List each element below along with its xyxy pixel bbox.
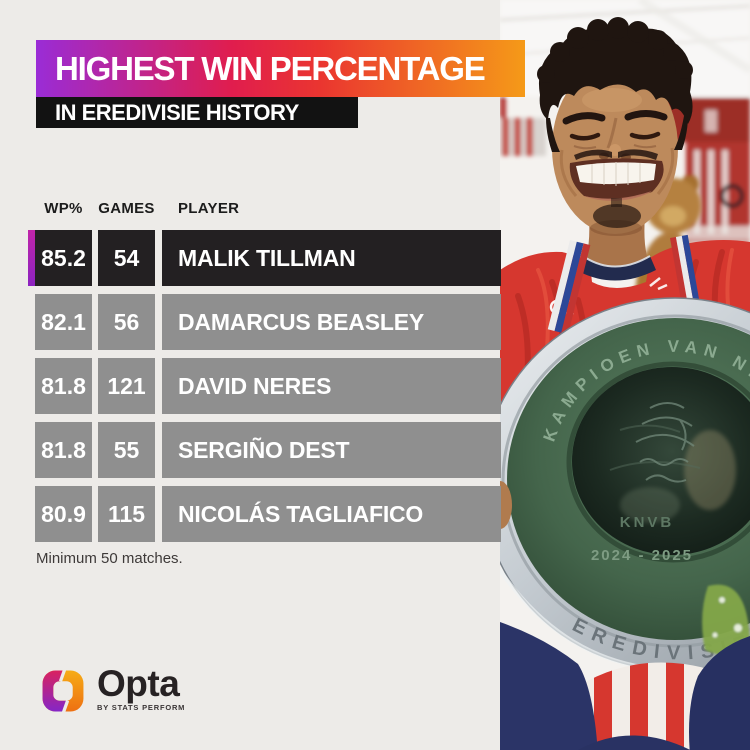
player-photo-illustration: KAMPIOEN VAN NED KNVB 2024 - 2025 EREDIV…	[481, 0, 750, 750]
eyebrow-right	[624, 110, 668, 121]
column-header-games: GAMES	[98, 200, 155, 217]
medal-ribbon-right	[670, 234, 701, 313]
games-cell: 121	[98, 358, 155, 414]
footnote: Minimum 50 matches.	[36, 550, 183, 567]
column-header-wp: WP%	[44, 200, 83, 217]
wp-cell: 81.8	[35, 358, 92, 414]
opta-logo-icon	[42, 668, 84, 714]
player-cell: DAVID NERES	[162, 358, 501, 414]
eye-left	[569, 132, 601, 141]
eredivisie-trophy: KAMPIOEN VAN NED KNVB 2024 - 2025 EREDIV…	[481, 297, 750, 672]
smile	[569, 158, 664, 201]
medal-ribbon-left	[547, 239, 591, 335]
knvb-lion-emblem	[635, 402, 695, 483]
games-cell: 56	[98, 294, 155, 350]
stats-table: WP% GAMES PLAYER 85.2 54 MALIK TILLMAN 8…	[28, 200, 501, 550]
player-head	[537, 17, 693, 269]
subtitle-banner: IN EREDIVISIE HISTORY	[36, 97, 358, 128]
grass	[702, 584, 750, 655]
table-row: 82.1 56 DAMARCUS BEASLEY	[35, 294, 501, 350]
wp-cell: 82.1	[35, 294, 92, 350]
column-header-player: PLAYER	[178, 200, 240, 217]
table-row: 80.9 115 NICOLÁS TAGLIAFICO	[35, 486, 501, 542]
games-cell: 115	[98, 486, 155, 542]
title-banner: HIGHEST WIN PERCENTAGE	[36, 40, 525, 97]
hair	[537, 17, 693, 152]
eye-right	[629, 131, 661, 140]
page-subtitle: IN EREDIVISIE HISTORY	[55, 99, 299, 125]
wp-cell: 85.2	[35, 230, 92, 286]
opta-wordmark-block: Opta BY STATS PERFORM	[97, 663, 186, 712]
eyebrow-left	[562, 112, 606, 125]
table-row: 81.8 121 DAVID NERES	[35, 358, 501, 414]
trophy-federation-text: KNVB	[620, 514, 675, 531]
opta-byline: BY STATS PERFORM	[97, 703, 186, 712]
opta-wordmark: Opta	[97, 663, 180, 704]
player-cell: MALIK TILLMAN	[162, 230, 501, 286]
player-cell: NICOLÁS TAGLIAFICO	[162, 486, 501, 542]
games-cell: 55	[98, 422, 155, 478]
player-cell: DAMARCUS BEASLEY	[162, 294, 501, 350]
trophy-season-text: 2024 - 2025	[591, 547, 693, 564]
page-title: HIGHEST WIN PERCENTAGE	[55, 49, 486, 87]
player-cell: SERGIÑO DEST	[162, 422, 501, 478]
table-row: 85.2 54 MALIK TILLMAN	[28, 230, 501, 286]
table-row: 81.8 55 SERGIÑO DEST	[35, 422, 501, 478]
collar	[580, 256, 656, 281]
table-header: WP% GAMES PLAYER	[35, 200, 501, 218]
wp-cell: 81.8	[35, 422, 92, 478]
wp-cell: 80.9	[35, 486, 92, 542]
games-cell: 54	[98, 230, 155, 286]
nose	[606, 117, 618, 149]
crest-mark	[649, 277, 668, 291]
player-photo: KAMPIOEN VAN NED KNVB 2024 - 2025 EREDIV…	[481, 0, 750, 750]
shorts	[500, 622, 750, 750]
opta-branding: Opta BY STATS PERFORM	[40, 663, 186, 714]
